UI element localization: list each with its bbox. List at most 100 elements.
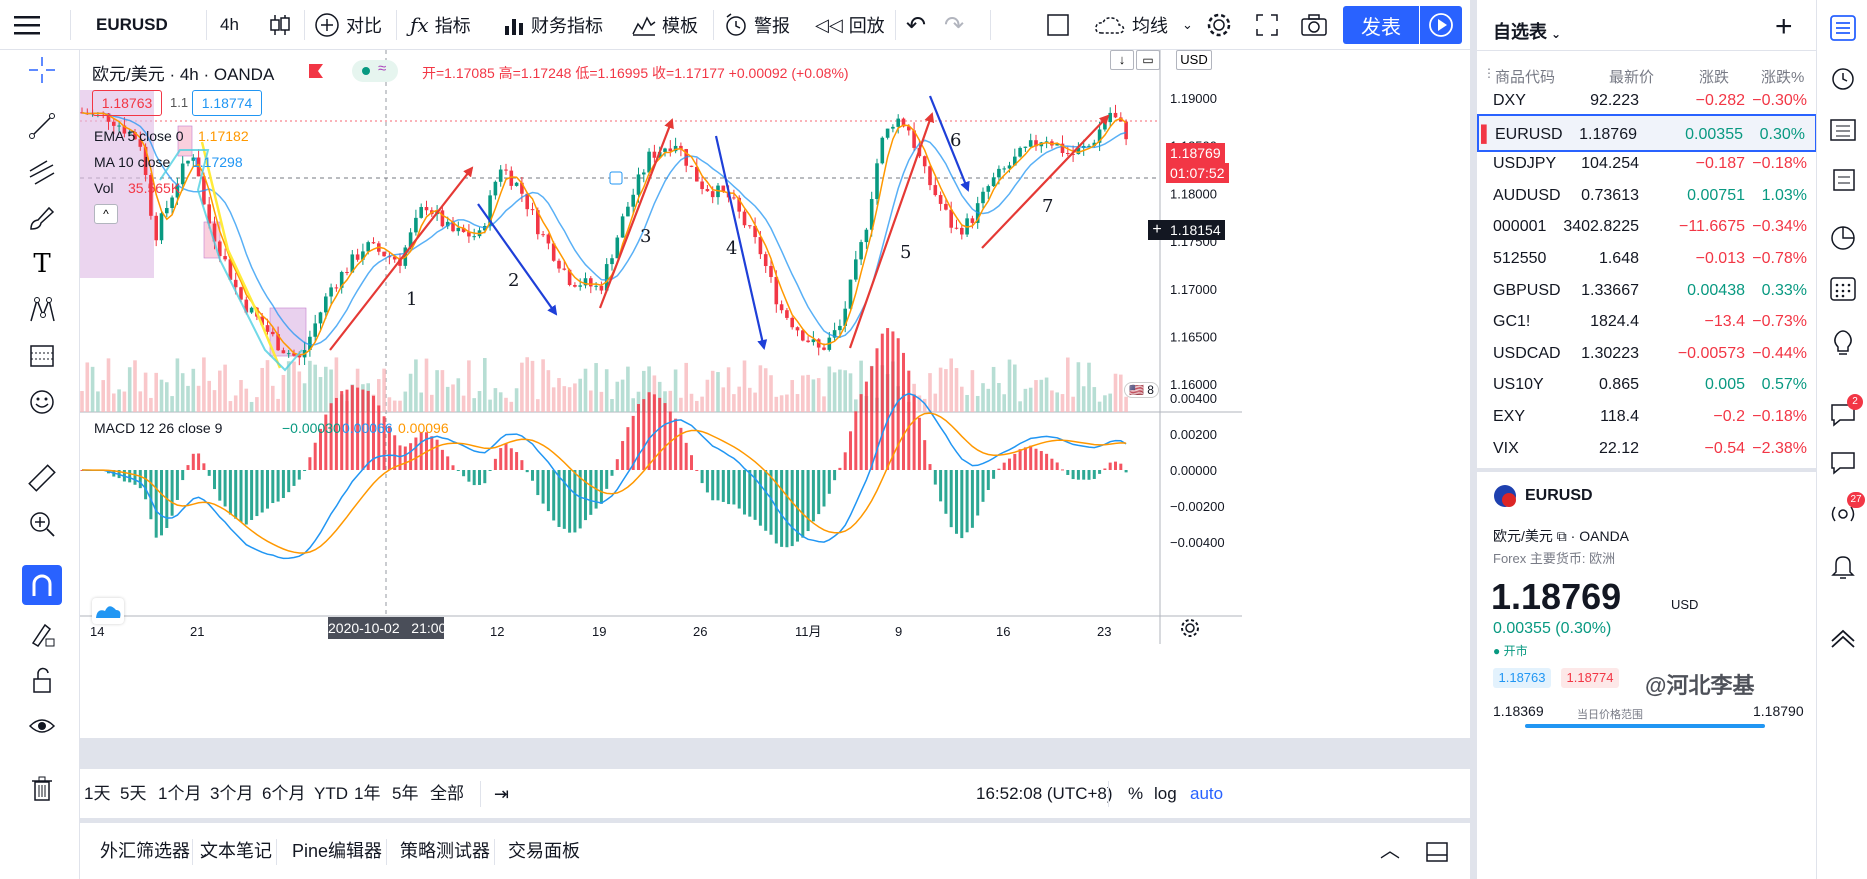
tab-strategy-tester[interactable]: 策略测试器	[400, 841, 490, 861]
add-alert-plus-icon[interactable]: +	[1148, 220, 1166, 240]
tab-forex-screener[interactable]: 外汇筛选器 ⌄	[100, 841, 209, 861]
watchlist-row[interactable]: EXY 118.4 −0.2 −0.18%	[1477, 398, 1817, 436]
crosshair-icon[interactable]	[22, 50, 62, 90]
redo-icon[interactable]: ↷	[944, 11, 965, 39]
text-tool-icon[interactable]: T	[33, 249, 51, 279]
prediction-icon[interactable]	[22, 336, 62, 376]
brush-icon[interactable]	[22, 198, 62, 238]
range-1d[interactable]: 1天	[84, 784, 111, 803]
streams-icon[interactable]: 27	[1825, 492, 1865, 532]
publish-button[interactable]: 发表	[1343, 6, 1419, 44]
notifications-bell-icon[interactable]	[1825, 548, 1861, 584]
drag-handle-icon[interactable]: ⋮	[1483, 66, 1495, 80]
emoji-icon[interactable]	[22, 382, 62, 422]
watchlist-icon[interactable]	[1825, 10, 1861, 46]
log-scale-toggle[interactable]: log	[1154, 784, 1177, 803]
unlock-icon[interactable]	[22, 660, 62, 700]
trend-line-icon[interactable]	[22, 106, 62, 146]
financials-button[interactable]: 财务指标	[503, 0, 603, 50]
sell-button[interactable]: 1.18763	[92, 90, 162, 116]
watchlist-row[interactable]: USDJPY 104.254 −0.187 −0.18%	[1477, 145, 1817, 183]
axis-settings-gear-icon[interactable]	[1180, 618, 1200, 643]
interval-button[interactable]: 4h	[220, 15, 239, 34]
detail-ask[interactable]: 1.18774	[1561, 668, 1619, 688]
collapse-chevron-icon[interactable]	[1825, 618, 1861, 654]
replay-button[interactable]: ◁◁ 回放	[815, 0, 885, 50]
buy-button[interactable]: 1.18774	[192, 90, 262, 116]
maximize-pane-icon[interactable]: ▭	[1136, 50, 1160, 70]
symbol-search-button[interactable]: EURUSD	[96, 15, 168, 34]
goto-date-icon[interactable]: ⇥	[494, 784, 510, 804]
watchlist-row[interactable]: DXY 92.223 −0.282 −0.30%	[1477, 82, 1817, 120]
calendar-pie-icon[interactable]	[1825, 220, 1861, 256]
range-6m[interactable]: 6个月	[262, 784, 306, 803]
range-3m[interactable]: 3个月	[210, 784, 254, 803]
watchlist-title[interactable]: 自选表 ⌄	[1493, 22, 1562, 42]
range-1y[interactable]: 1年	[354, 784, 381, 803]
templates-button[interactable]: 模板	[632, 0, 698, 50]
trash-icon[interactable]	[22, 768, 62, 808]
settings-gear-icon[interactable]	[1206, 0, 1232, 50]
chevron-up-icon[interactable]: ︿	[1380, 840, 1400, 862]
watchlist-row[interactable]: GC1! 1824.4 −13.4 −0.73%	[1477, 303, 1817, 341]
auto-scale-toggle[interactable]: auto	[1190, 784, 1224, 803]
indicators-button[interactable]: ƒx 指标	[410, 0, 471, 50]
zoom-in-icon[interactable]	[22, 504, 62, 544]
header-last[interactable]: 最新价	[1609, 69, 1655, 86]
range-5y[interactable]: 5年	[392, 784, 419, 803]
menu-icon[interactable]	[14, 0, 40, 50]
chat-icon[interactable]: 2	[1825, 394, 1863, 432]
external-link-icon[interactable]: ⧉	[1556, 528, 1567, 544]
tab-trading-panel[interactable]: 交易面板	[508, 841, 580, 861]
fullscreen-icon[interactable]	[1256, 0, 1278, 50]
alerts-clock-icon[interactable]	[1825, 60, 1861, 96]
maximize-panel-icon[interactable]	[1426, 823, 1448, 879]
undo-icon[interactable]: ↶	[906, 11, 927, 39]
range-all[interactable]: 全部	[430, 784, 464, 803]
layout-name-button[interactable]: 均线 ⌄	[1094, 0, 1193, 50]
play-icon[interactable]	[1420, 6, 1462, 44]
range-1m[interactable]: 1个月	[158, 784, 202, 803]
tab-text-notes[interactable]: 文本笔记	[200, 841, 272, 861]
watchlist-row[interactable]: US10Y 0.865 0.005 0.57%	[1477, 366, 1817, 404]
range-ytd[interactable]: YTD	[314, 784, 348, 803]
add-symbol-plus-icon[interactable]: +	[1775, 10, 1793, 43]
watchlist-row[interactable]: GBPUSD 1.33667 0.00438 0.33%	[1477, 272, 1817, 310]
news-badge[interactable]: 🇺🇸 8	[1124, 382, 1159, 398]
header-change[interactable]: 涨跌	[1699, 69, 1730, 86]
watchlist-row[interactable]: USDCAD 1.30223 −0.00573 −0.44%	[1477, 335, 1817, 373]
eye-icon[interactable]	[22, 706, 62, 746]
layout-select-icon[interactable]	[1046, 0, 1070, 50]
alerts-button[interactable]: 警报	[724, 0, 790, 50]
messages-icon[interactable]	[1825, 444, 1861, 480]
header-symbol[interactable]: 商品代码	[1495, 69, 1556, 86]
calendar-icon[interactable]	[1825, 270, 1861, 306]
timezone-clock[interactable]: 16:52:08 (UTC+8)	[976, 784, 1113, 803]
lock-drawing-icon[interactable]	[22, 614, 62, 654]
currency-label[interactable]: USD	[1176, 50, 1212, 70]
watchlist-row[interactable]: 000001 3402.8225 −11.6675 −0.34%	[1477, 208, 1817, 246]
data-window-icon[interactable]	[1825, 112, 1861, 148]
compare-button[interactable]: 对比	[314, 0, 382, 50]
watchlist-row[interactable]: AUDUSD 0.73613 0.00751 1.03%	[1477, 177, 1817, 215]
magnet-icon[interactable]	[22, 565, 62, 605]
pattern-icon[interactable]	[22, 290, 62, 330]
collapse-legend-icon[interactable]: ^	[94, 204, 118, 224]
camera-icon[interactable]	[1301, 0, 1327, 50]
candle-style-icon[interactable]	[268, 0, 292, 50]
range-5d[interactable]: 5天	[120, 784, 147, 803]
header-change-pct[interactable]: 涨跌%	[1761, 69, 1805, 86]
scroll-to-latest-icon[interactable]: ↓	[1110, 50, 1134, 70]
detail-bid[interactable]: 1.18763	[1493, 668, 1551, 688]
ideas-lightbulb-icon[interactable]	[1825, 324, 1861, 360]
pitchfork-icon[interactable]	[22, 152, 62, 192]
watchlist-row[interactable]: VIX 22.12 −0.54 −2.38%	[1477, 430, 1817, 468]
watchlist-row[interactable]: ▌ EURUSD 1.18769 0.00355 0.30%	[1477, 113, 1817, 152]
watchlist-row[interactable]: 512550 1.648 −0.013 −0.78%	[1477, 240, 1817, 278]
tab-pine-editor[interactable]: Pine编辑器	[292, 841, 383, 861]
ruler-icon[interactable]	[22, 458, 62, 498]
hotlist-icon[interactable]	[1825, 162, 1861, 198]
percent-scale-toggle[interactable]: %	[1128, 784, 1144, 803]
